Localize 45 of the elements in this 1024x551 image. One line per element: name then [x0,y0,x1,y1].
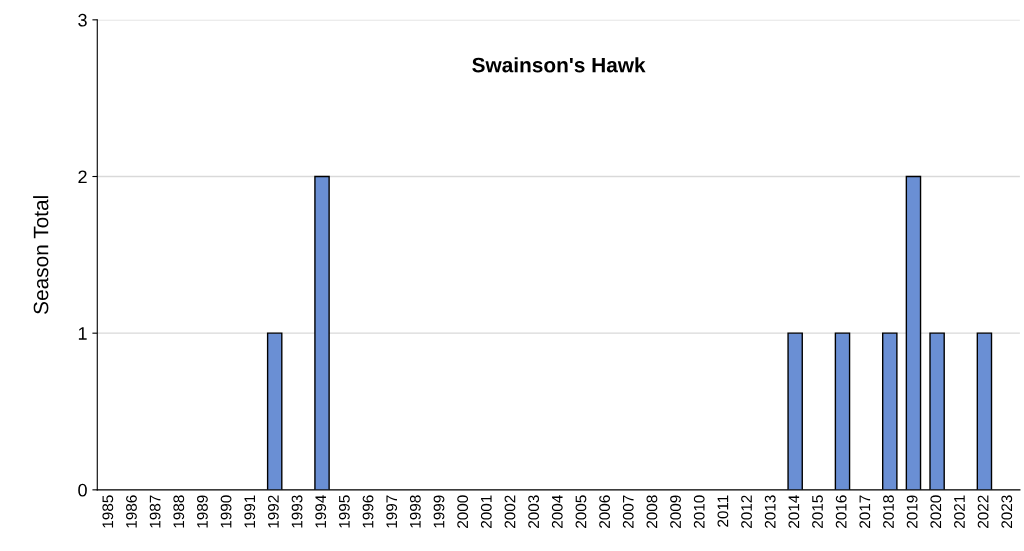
x-tick-label: 1995 [338,495,350,528]
x-tick-label: 2015 [812,495,823,528]
x-tick-label: 2000 [457,495,469,528]
y-tick-label: 0 [78,483,87,497]
x-tick-label: 2022 [977,495,989,528]
x-tick-label: 2020 [930,495,942,528]
y-tick-label: 2 [78,170,87,184]
x-tick-label: 2012 [741,495,752,528]
x-tick-label: 2003 [528,495,540,528]
y-tick-label: 3 [78,13,87,27]
x-tick-label: 2007 [622,495,634,528]
x-tick-label: 2014 [788,495,800,528]
x-tick-label: 1997 [386,495,398,528]
x-tick-label: 1985 [102,495,114,528]
x-tick-label: 1999 [433,495,445,528]
x-tick-label: 1986 [126,495,137,528]
x-tick-label: 2006 [599,495,611,528]
x-tick-label: 2013 [764,495,776,528]
y-tick-label: 1 [78,327,87,340]
x-tick-label: 2016 [835,495,847,528]
text: Swainson's Hawk [472,57,646,73]
x-tick-label: 2019 [906,495,918,528]
x-tick-label: 2018 [883,495,894,528]
x-tick-label: 2009 [670,495,681,528]
x-tick-label: 1989 [197,495,208,528]
y-axis-title: Season Total [33,196,49,314]
x-tick-label: 2023 [1001,495,1013,528]
x-tick-label: 2021 [954,495,965,528]
x-tick-label: 1987 [149,495,161,528]
x-tick-label: 1988 [173,495,185,528]
x-tick-label: 2011 [717,495,729,527]
x-tick-label: 1991 [244,495,256,528]
x-tick-label: 1994 [315,495,327,528]
x-tick-label: 2005 [575,495,587,528]
x-tick-label: 2002 [504,495,516,528]
x-tick-label: 2017 [859,495,871,528]
x-tick-label: 1996 [362,495,374,528]
x-tick-label: 1993 [291,495,303,528]
x-tick-label: 2004 [551,495,563,528]
x-tick-label: 1990 [220,495,232,528]
x-tick-label: 2001 [480,495,492,528]
x-tick-label: 2008 [646,495,658,528]
x-tick-label: 1998 [409,495,421,528]
x-tick-label: 1992 [267,495,279,528]
x-tick-label: 2010 [693,495,705,528]
